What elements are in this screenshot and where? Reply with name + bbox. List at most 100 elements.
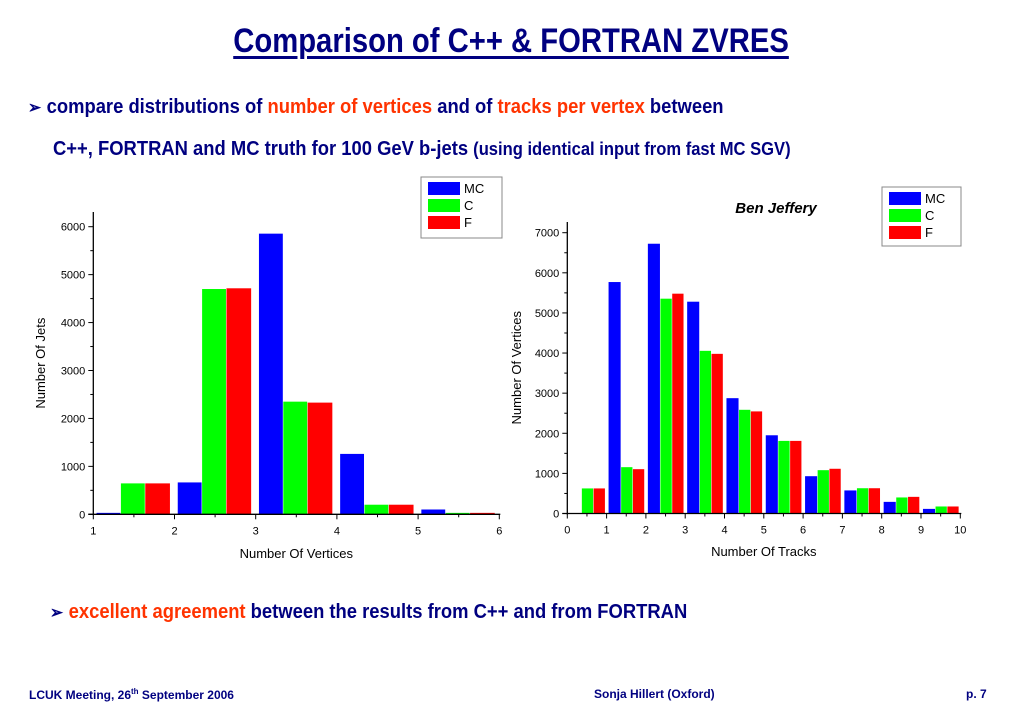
footer-author: Sonja Hillert (Oxford) xyxy=(594,687,715,701)
tracks-bar-f-7 xyxy=(868,488,881,514)
tracks-bar-c-9 xyxy=(935,506,947,514)
tracks-x-axis-label: Number Of Tracks xyxy=(711,544,817,559)
footer-meeting: LCUK Meeting, 26th September 2006 xyxy=(29,687,234,702)
vertices-bar-mc-5 xyxy=(421,509,446,515)
tracks-x-tick-label: 7 xyxy=(839,525,845,537)
vertices-bar-f-4 xyxy=(388,504,414,515)
vertices-bar-mc-3 xyxy=(258,233,283,515)
tracks-bar-c-6 xyxy=(817,470,829,514)
bullet-compare: ➢ compare distributions of number of vert… xyxy=(28,96,724,119)
tracks-bar-f-3 xyxy=(711,353,723,514)
tracks-bar-c-8 xyxy=(896,497,908,514)
bullet-text: between xyxy=(644,96,724,118)
vertices-x-tick-label: 2 xyxy=(171,525,177,537)
tracks-x-tick-label: 6 xyxy=(800,525,806,537)
vertices-bar-c-4 xyxy=(364,504,389,515)
arrow-bullet-icon: ➢ xyxy=(28,98,42,117)
tracks-bar-mc-5 xyxy=(765,435,778,514)
tracks-y-tick-label: 0 xyxy=(553,509,559,521)
tracks-bar-mc-6 xyxy=(805,476,818,514)
tracks-x-tick-label: 9 xyxy=(918,525,924,537)
tracks-y-tick-label: 6000 xyxy=(535,268,559,280)
tracks-legend-label-f: F xyxy=(925,225,933,240)
bullet-text: and of xyxy=(432,96,498,118)
tracks-y-tick-label: 7000 xyxy=(535,228,559,240)
vertices-y-axis-label: Number Of Jets xyxy=(33,317,48,409)
tracks-bar-mc-2 xyxy=(647,243,660,514)
tracks-legend-label-c: C xyxy=(925,208,934,223)
tracks-bar-mc-3 xyxy=(687,301,700,514)
vertices-y-tick-label: 3000 xyxy=(61,366,85,378)
tracks-y-tick-label: 5000 xyxy=(535,308,559,320)
footer-page-number: p. 7 xyxy=(966,687,987,701)
tracks-x-tick-label: 4 xyxy=(721,525,727,537)
tracks-bar-c-1 xyxy=(621,467,633,514)
tracks-y-axis-label: Number Of Vertices xyxy=(509,311,524,425)
highlight-excellent-agreement: excellent agreement xyxy=(68,601,246,623)
tracks-y-tick-label: 4000 xyxy=(535,348,559,360)
tracks-bar-f-6 xyxy=(829,468,841,514)
vertices-bar-c-1 xyxy=(120,483,145,515)
tracks-bar-c-0 xyxy=(581,488,594,514)
vertices-legend-swatch-mc xyxy=(428,182,460,195)
highlight-tracks-per-vertex: tracks per vertex xyxy=(497,96,645,118)
tracks-x-tick-label: 1 xyxy=(604,525,610,537)
tracks-chart-title: Ben Jeffery xyxy=(735,200,817,217)
vertices-y-tick-label: 4000 xyxy=(61,318,85,330)
tracks-legend-swatch-c xyxy=(889,209,921,222)
vertices-x-tick-label: 5 xyxy=(415,525,421,537)
vertices-legend-swatch-f xyxy=(428,216,460,229)
tracks-bar-f-2 xyxy=(672,293,684,514)
vertices-legend-label-c: C xyxy=(464,198,473,213)
vertices-bar-mc-1 xyxy=(96,512,121,515)
bullet-agreement: ➢ excellent agreement between the results… xyxy=(50,601,687,624)
tracks-x-tick-label: 10 xyxy=(954,525,966,537)
tracks-bar-mc-4 xyxy=(726,398,739,514)
tracks-bar-f-1 xyxy=(632,469,645,514)
tracks-bar-f-0 xyxy=(593,488,605,514)
vertices-y-tick-label: 0 xyxy=(79,509,85,521)
tracks-legend-label-mc: MC xyxy=(925,191,945,206)
vertices-bar-f-2 xyxy=(226,288,252,515)
vertices-bar-f-1 xyxy=(145,483,170,515)
slide-title: Comparison of C++ & FORTRAN ZVRES xyxy=(233,22,790,60)
vertices-x-tick-label: 1 xyxy=(90,525,96,537)
tracks-x-tick-label: 3 xyxy=(682,525,688,537)
tracks-legend-swatch-f xyxy=(889,226,921,239)
bullet-text: C++, FORTRAN and MC truth for 100 GeV b-… xyxy=(53,138,474,160)
tracks-x-tick-label: 0 xyxy=(564,525,570,537)
tracks-bar-c-5 xyxy=(778,440,790,514)
tracks-bar-mc-1 xyxy=(608,282,621,514)
vertices-legend-swatch-c xyxy=(428,199,460,212)
tracks-bar-mc-8 xyxy=(883,501,896,514)
tracks-y-tick-label: 3000 xyxy=(535,388,559,400)
vertices-legend-label-f: F xyxy=(464,215,472,230)
bullet-text: between the results from C++ and from FO… xyxy=(245,601,688,623)
highlight-number-of-vertices: number of vertices xyxy=(267,96,433,118)
tracks-bar-f-8 xyxy=(908,496,920,514)
vertices-bar-c-3 xyxy=(283,401,308,515)
tracks-bar-mc-7 xyxy=(844,490,857,514)
arrow-bullet-icon: ➢ xyxy=(50,603,64,622)
tracks-bar-f-9 xyxy=(947,506,959,514)
vertices-legend-label-mc: MC xyxy=(464,181,484,196)
tracks-bar-c-7 xyxy=(856,488,869,514)
tracks-y-tick-label: 2000 xyxy=(535,428,559,440)
bullet-compare-continued: C++, FORTRAN and MC truth for 100 GeV b-… xyxy=(53,138,791,161)
tracks-bar-c-4 xyxy=(739,409,751,514)
bullet-note: (using identical input from fast MC SGV) xyxy=(473,139,791,159)
vertices-x-tick-label: 3 xyxy=(253,525,259,537)
vertices-y-tick-label: 1000 xyxy=(61,461,85,473)
vertices-x-axis-label: Number Of Vertices xyxy=(240,546,354,561)
tracks-x-tick-label: 8 xyxy=(879,525,885,537)
tracks-bar-c-3 xyxy=(699,350,712,514)
vertices-x-tick-label: 4 xyxy=(334,525,340,537)
vertices-bar-c-5 xyxy=(445,512,470,515)
tracks-bar-c-2 xyxy=(660,298,672,514)
vertices-y-tick-label: 2000 xyxy=(61,413,85,425)
vertices-bar-f-3 xyxy=(307,402,333,515)
tracks-x-tick-label: 2 xyxy=(643,525,649,537)
vertices-bar-mc-4 xyxy=(340,453,365,515)
vertices-bar-f-5 xyxy=(470,512,495,515)
